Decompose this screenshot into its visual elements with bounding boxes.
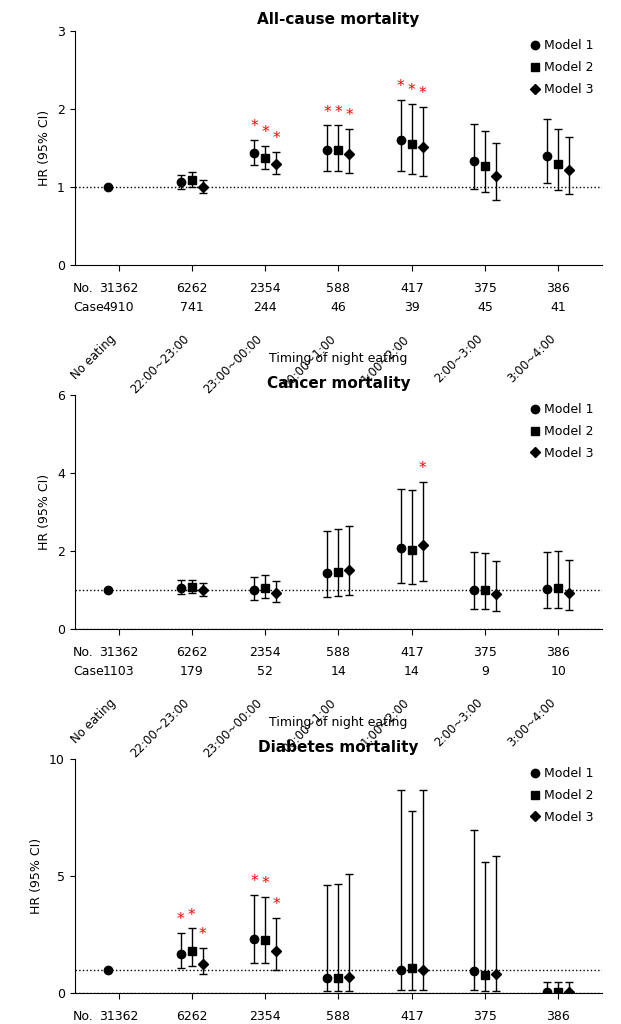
- Text: *: *: [419, 86, 427, 100]
- Text: 2354: 2354: [249, 1011, 281, 1023]
- Text: 46: 46: [330, 301, 347, 314]
- Text: 6262: 6262: [176, 646, 207, 659]
- Y-axis label: HR (95% CI): HR (95% CI): [39, 110, 52, 186]
- Text: *: *: [419, 461, 427, 476]
- Text: *: *: [250, 874, 258, 889]
- Text: 1:00~2:00: 1:00~2:00: [358, 333, 412, 386]
- Text: *: *: [261, 877, 269, 891]
- Text: Case: Case: [73, 301, 104, 314]
- Text: 14: 14: [330, 666, 347, 678]
- Text: 2354: 2354: [249, 283, 281, 296]
- Text: 00:00~1:00: 00:00~1:00: [280, 333, 338, 391]
- Text: 3:00~4:00: 3:00~4:00: [505, 696, 558, 750]
- Text: 1:00~2:00: 1:00~2:00: [358, 696, 412, 750]
- Text: 52: 52: [257, 666, 273, 678]
- Text: 10: 10: [550, 666, 566, 678]
- Text: 00:00~1:00: 00:00~1:00: [280, 696, 338, 755]
- Text: *: *: [250, 120, 258, 134]
- Text: *: *: [273, 131, 280, 146]
- Text: 22:00~23:00: 22:00~23:00: [128, 333, 192, 396]
- Legend: Model 1, Model 2, Model 3: Model 1, Model 2, Model 3: [529, 400, 596, 463]
- Text: No.: No.: [73, 283, 94, 296]
- Text: 417: 417: [400, 646, 424, 659]
- Text: 588: 588: [327, 646, 350, 659]
- Text: 45: 45: [477, 301, 493, 314]
- Text: *: *: [199, 928, 207, 942]
- Text: 31362: 31362: [99, 646, 138, 659]
- Text: 2:00~3:00: 2:00~3:00: [432, 696, 485, 750]
- Text: No.: No.: [73, 646, 94, 659]
- X-axis label: Timing of night eating: Timing of night eating: [270, 716, 407, 729]
- Text: 39: 39: [404, 301, 420, 314]
- Text: 375: 375: [473, 1011, 497, 1023]
- Text: *: *: [324, 104, 331, 120]
- Text: 31362: 31362: [99, 1011, 138, 1023]
- Text: *: *: [273, 897, 280, 912]
- Text: 14: 14: [404, 666, 420, 678]
- Text: 2354: 2354: [249, 646, 281, 659]
- Text: *: *: [346, 109, 353, 124]
- Text: *: *: [261, 125, 269, 140]
- Text: 6262: 6262: [176, 1011, 207, 1023]
- Legend: Model 1, Model 2, Model 3: Model 1, Model 2, Model 3: [529, 765, 596, 826]
- Text: Case: Case: [73, 666, 104, 678]
- Text: 375: 375: [473, 646, 497, 659]
- Title: Cancer mortality: Cancer mortality: [266, 376, 410, 391]
- Text: 1103: 1103: [102, 666, 134, 678]
- Text: 6262: 6262: [176, 283, 207, 296]
- Legend: Model 1, Model 2, Model 3: Model 1, Model 2, Model 3: [529, 37, 596, 98]
- Text: 588: 588: [327, 283, 350, 296]
- Text: 23:00~00:00: 23:00~00:00: [201, 333, 265, 396]
- Text: 4910: 4910: [102, 301, 134, 314]
- Text: 22:00~23:00: 22:00~23:00: [128, 696, 192, 760]
- Text: 417: 417: [400, 1011, 424, 1023]
- Text: 2:00~3:00: 2:00~3:00: [432, 333, 485, 386]
- Text: 41: 41: [550, 301, 566, 314]
- Text: 386: 386: [546, 1011, 570, 1023]
- Text: No eating: No eating: [69, 696, 119, 745]
- Text: 179: 179: [180, 666, 204, 678]
- Y-axis label: HR (95% CI): HR (95% CI): [30, 838, 43, 914]
- Text: *: *: [397, 79, 404, 94]
- Title: Diabetes mortality: Diabetes mortality: [258, 739, 419, 755]
- Title: All-cause mortality: All-cause mortality: [257, 11, 420, 27]
- Text: 741: 741: [180, 301, 204, 314]
- Text: 3:00~4:00: 3:00~4:00: [505, 333, 558, 386]
- Text: 375: 375: [473, 283, 497, 296]
- Text: *: *: [188, 907, 196, 923]
- Text: 23:00~00:00: 23:00~00:00: [201, 696, 265, 760]
- Text: *: *: [335, 104, 342, 120]
- Text: 417: 417: [400, 283, 424, 296]
- Text: 9: 9: [481, 666, 489, 678]
- Text: 244: 244: [253, 301, 277, 314]
- X-axis label: Timing of night eating: Timing of night eating: [270, 352, 407, 366]
- Y-axis label: HR (95% CI): HR (95% CI): [39, 474, 52, 550]
- Text: No eating: No eating: [69, 333, 119, 382]
- Text: 31362: 31362: [99, 283, 138, 296]
- Text: No.: No.: [73, 1011, 94, 1023]
- Text: 386: 386: [546, 646, 570, 659]
- Text: *: *: [177, 912, 184, 928]
- Text: *: *: [408, 83, 415, 98]
- Text: 588: 588: [327, 1011, 350, 1023]
- Text: 386: 386: [546, 283, 570, 296]
